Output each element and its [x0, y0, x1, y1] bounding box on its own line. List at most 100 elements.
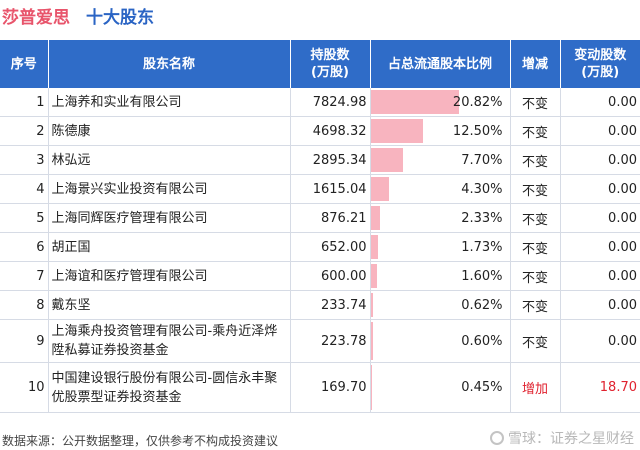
table-title: 十大股东	[86, 7, 154, 28]
rank-cell: 7	[0, 261, 49, 291]
pct-cell: 12.50%	[370, 116, 511, 146]
header-delta: 变动股数 (万股)	[560, 40, 640, 88]
shares-cell: 233.74	[290, 290, 371, 320]
watermark-text: 雪球：证券之星财经	[508, 431, 634, 447]
pct-bar	[370, 235, 378, 259]
pct-label: 0.62%	[461, 297, 503, 313]
rank-cell: 10	[0, 362, 49, 413]
table-row: 5 上海同辉医疗管理有限公司 876.21 2.33% 不变 0.00	[0, 203, 640, 233]
pct-cell: 20.82%	[370, 88, 511, 117]
pct-bar	[370, 148, 403, 172]
shareholders-table: 序号 股东名称 持股数 (万股) 占总流通股本比例 增减 变动股数 (万股) 1 上海…	[0, 40, 640, 413]
table-row: 3 林弘远 2895.34 7.70% 不变 0.00	[0, 145, 640, 175]
holder-name-cell: 胡正国	[48, 232, 291, 262]
shares-cell: 652.00	[290, 232, 371, 262]
table-row: 6 胡正国 652.00 1.73% 不变 0.00	[0, 232, 640, 262]
change-cell: 不变	[510, 203, 561, 233]
delta-cell: 0.00	[560, 174, 640, 204]
pct-label: 0.45%	[461, 380, 503, 395]
table-header-row: 序号 股东名称 持股数 (万股) 占总流通股本比例 增减 变动股数 (万股)	[0, 40, 640, 88]
table-row: 7 上海谊和医疗管理有限公司 600.00 1.60% 不变 0.00	[0, 261, 640, 291]
pct-label: 20.82%	[452, 94, 503, 110]
change-cell: 增加	[510, 362, 561, 413]
pct-label: 2.33%	[461, 210, 503, 226]
rank-cell: 2	[0, 116, 49, 146]
holder-name-cell: 上海谊和医疗管理有限公司	[48, 261, 291, 291]
header-change: 增减	[510, 40, 561, 88]
pct-bar	[370, 365, 373, 410]
rank-cell: 1	[0, 88, 49, 117]
holder-name-cell: 上海养和实业有限公司	[48, 88, 291, 117]
table-row: 8 戴东坚 233.74 0.62% 不变 0.00	[0, 290, 640, 320]
header-delta-text: 变动股数 (万股)	[574, 48, 627, 80]
holder-name-cell: 上海乘舟投资管理有限公司-乘舟近泽烨陞私募证券投资基金	[48, 319, 291, 363]
pct-bar	[370, 177, 389, 201]
pct-cell: 1.60%	[370, 261, 511, 291]
header-shares-text: 持股数 (万股)	[310, 48, 350, 80]
delta-cell: 0.00	[560, 261, 640, 291]
rank-cell: 3	[0, 145, 49, 175]
pct-cell: 2.33%	[370, 203, 511, 233]
rank-cell: 8	[0, 290, 49, 320]
title-bar: 莎普爱思 十大股东	[0, 0, 640, 30]
table-row: 4 上海景兴实业投资有限公司 1615.04 4.30% 不变 0.00	[0, 174, 640, 204]
pct-bar	[370, 322, 373, 360]
pct-cell: 0.60%	[370, 319, 511, 363]
shares-cell: 169.70	[290, 362, 371, 413]
pct-label: 1.60%	[461, 268, 503, 284]
rank-cell: 6	[0, 232, 49, 262]
pct-label: 4.30%	[461, 181, 503, 197]
change-cell: 不变	[510, 232, 561, 262]
shares-cell: 223.78	[290, 319, 371, 363]
shares-cell: 876.21	[290, 203, 371, 233]
pct-bar	[370, 119, 424, 143]
holder-name-cell: 戴东坚	[48, 290, 291, 320]
delta-cell: 0.00	[560, 232, 640, 262]
pct-cell: 7.70%	[370, 145, 511, 175]
delta-cell: 0.00	[560, 319, 640, 363]
company-title: 莎普爱思	[2, 7, 70, 28]
change-cell: 不变	[510, 290, 561, 320]
pct-bar	[370, 90, 459, 114]
header-name: 股东名称	[48, 40, 291, 88]
shares-cell: 4698.32	[290, 116, 371, 146]
delta-cell: 0.00	[560, 290, 640, 320]
header-rank: 序号	[0, 40, 49, 88]
table-row: 2 陈德康 4698.32 12.50% 不变 0.00	[0, 116, 640, 146]
data-source-note: 数据来源：公开数据整理，仅供参考不构成投资建议	[2, 434, 279, 448]
rank-cell: 5	[0, 203, 49, 233]
change-cell: 不变	[510, 261, 561, 291]
shares-cell: 2895.34	[290, 145, 371, 175]
table-body: 1 上海养和实业有限公司 7824.98 20.82% 不变 0.00 2 陈德康 4698.3…	[0, 88, 640, 413]
table-row: 9 上海乘舟投资管理有限公司-乘舟近泽烨陞私募证券投资基金 223.78 0.60% 不…	[0, 319, 640, 363]
pct-label: 12.50%	[452, 123, 503, 139]
delta-cell: 0.00	[560, 145, 640, 175]
delta-cell: 0.00	[560, 116, 640, 146]
delta-cell: 0.00	[560, 88, 640, 117]
change-cell: 不变	[510, 116, 561, 146]
holder-name-cell: 上海景兴实业投资有限公司	[48, 174, 291, 204]
change-cell: 不变	[510, 319, 561, 363]
header-pct: 占总流通股本比例	[370, 40, 511, 88]
pct-label: 0.60%	[461, 333, 503, 349]
header-shares: 持股数 (万股)	[290, 40, 371, 88]
rank-cell: 9	[0, 319, 49, 363]
holder-name-cell: 上海同辉医疗管理有限公司	[48, 203, 291, 233]
delta-cell: 18.70	[560, 362, 640, 413]
shares-cell: 600.00	[290, 261, 371, 291]
pct-label: 1.73%	[461, 239, 503, 255]
watermark: 雪球：证券之星财经	[490, 428, 634, 448]
pct-cell: 4.30%	[370, 174, 511, 204]
pct-bar	[370, 264, 378, 288]
pct-bar	[370, 293, 374, 317]
table-row: 1 上海养和实业有限公司 7824.98 20.82% 不变 0.00	[0, 88, 640, 117]
change-cell: 不变	[510, 145, 561, 175]
snowball-logo-icon	[490, 431, 504, 445]
holder-name-cell: 中国建设银行股份有限公司-圆信永丰聚优股票型证券投资基金	[48, 362, 291, 413]
pct-cell: 0.45%	[370, 362, 511, 413]
pct-cell: 1.73%	[370, 232, 511, 262]
shares-cell: 1615.04	[290, 174, 371, 204]
rank-cell: 4	[0, 174, 49, 204]
pct-label: 7.70%	[461, 152, 503, 168]
table-row: 10 中国建设银行股份有限公司-圆信永丰聚优股票型证券投资基金 169.70 0.45…	[0, 362, 640, 413]
